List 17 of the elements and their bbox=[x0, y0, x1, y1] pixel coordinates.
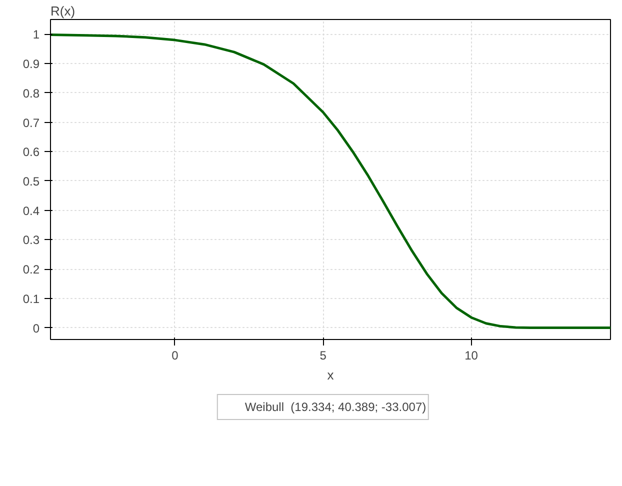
y-axis-title: R(x) bbox=[50, 4, 76, 18]
y-tick-label: 0.4 bbox=[22, 204, 40, 218]
y-tick-label: 0.9 bbox=[22, 57, 40, 72]
x-tick-label: 5 bbox=[320, 348, 327, 362]
y-tick-label: 0.3 bbox=[22, 233, 40, 248]
x-tick-label: 10 bbox=[464, 348, 478, 362]
y-tick-label: 0.1 bbox=[22, 292, 40, 306]
y-tick-label: 0.7 bbox=[22, 116, 40, 130]
y-tick-label: 0.6 bbox=[22, 145, 40, 160]
y-tick-label: 0.8 bbox=[22, 86, 40, 100]
x-axis-title: x bbox=[327, 368, 334, 382]
y-tick-label: 1 bbox=[32, 28, 40, 42]
y-tick-label: 0 bbox=[32, 321, 40, 336]
y-tick-label: 0.5 bbox=[22, 174, 40, 188]
text: Weibull (19.334; 40.389; -33.007) bbox=[244, 400, 426, 414]
x-tick-label: 0 bbox=[172, 348, 179, 362]
y-tick-label: 0.2 bbox=[22, 262, 40, 277]
